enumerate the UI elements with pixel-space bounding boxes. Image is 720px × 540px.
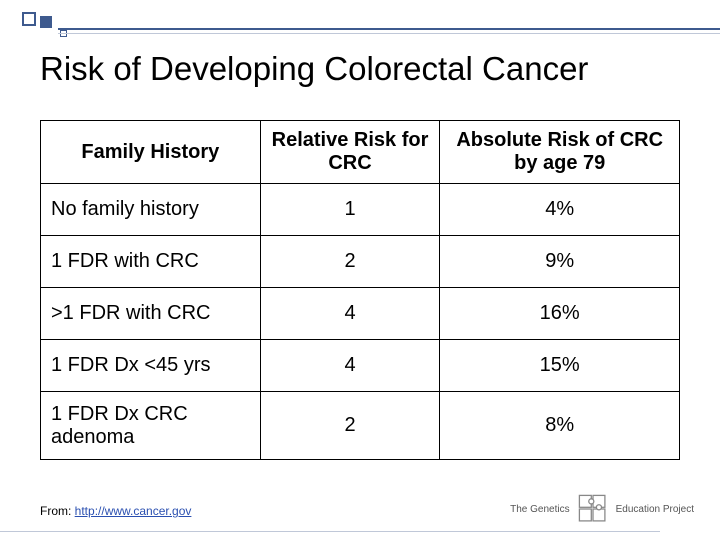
cell-relative-risk: 4 [260, 288, 440, 340]
table-row: >1 FDR with CRC 4 16% [41, 288, 680, 340]
corner-decoration [22, 12, 82, 40]
cell-relative-risk: 2 [260, 236, 440, 288]
slide-title: Risk of Developing Colorectal Cancer [40, 50, 588, 88]
col-header-relative-risk: Relative Risk for CRC [260, 121, 440, 184]
table-row: No family history 1 4% [41, 184, 680, 236]
puzzle-icon [576, 492, 610, 526]
cell-absolute-risk: 4% [440, 184, 680, 236]
cell-absolute-risk: 8% [440, 392, 680, 460]
table-row: 1 FDR Dx CRC adenoma 2 8% [41, 392, 680, 460]
source-citation: From: http://www.cancer.gov [40, 504, 191, 518]
table-header-row: Family History Relative Risk for CRC Abs… [41, 121, 680, 184]
table-row: 1 FDR with CRC 2 9% [41, 236, 680, 288]
cell-relative-risk: 2 [260, 392, 440, 460]
cell-relative-risk: 1 [260, 184, 440, 236]
logo-text: The Genetics [510, 504, 569, 515]
logo-line1: The Genetics [510, 504, 569, 515]
cell-family-history: 1 FDR with CRC [41, 236, 261, 288]
header-rule-light [58, 33, 720, 34]
table-row: 1 FDR Dx <45 yrs 4 15% [41, 340, 680, 392]
source-prefix: From: [40, 504, 75, 518]
footer-logo: The Genetics Education Project [510, 492, 694, 526]
cell-absolute-risk: 9% [440, 236, 680, 288]
cell-family-history: >1 FDR with CRC [41, 288, 261, 340]
cell-relative-risk: 4 [260, 340, 440, 392]
cell-family-history: No family history [41, 184, 261, 236]
risk-table: Family History Relative Risk for CRC Abs… [40, 120, 680, 460]
cell-absolute-risk: 15% [440, 340, 680, 392]
cell-family-history: 1 FDR Dx CRC adenoma [41, 392, 261, 460]
cell-family-history: 1 FDR Dx <45 yrs [41, 340, 261, 392]
footer-rule [0, 531, 660, 532]
source-link[interactable]: http://www.cancer.gov [75, 504, 192, 518]
logo-line2: Education Project [616, 504, 694, 515]
logo-text2: Education Project [616, 504, 694, 515]
header-rule [58, 28, 720, 30]
cell-absolute-risk: 16% [440, 288, 680, 340]
col-header-absolute-risk: Absolute Risk of CRC by age 79 [440, 121, 680, 184]
col-header-family-history: Family History [41, 121, 261, 184]
